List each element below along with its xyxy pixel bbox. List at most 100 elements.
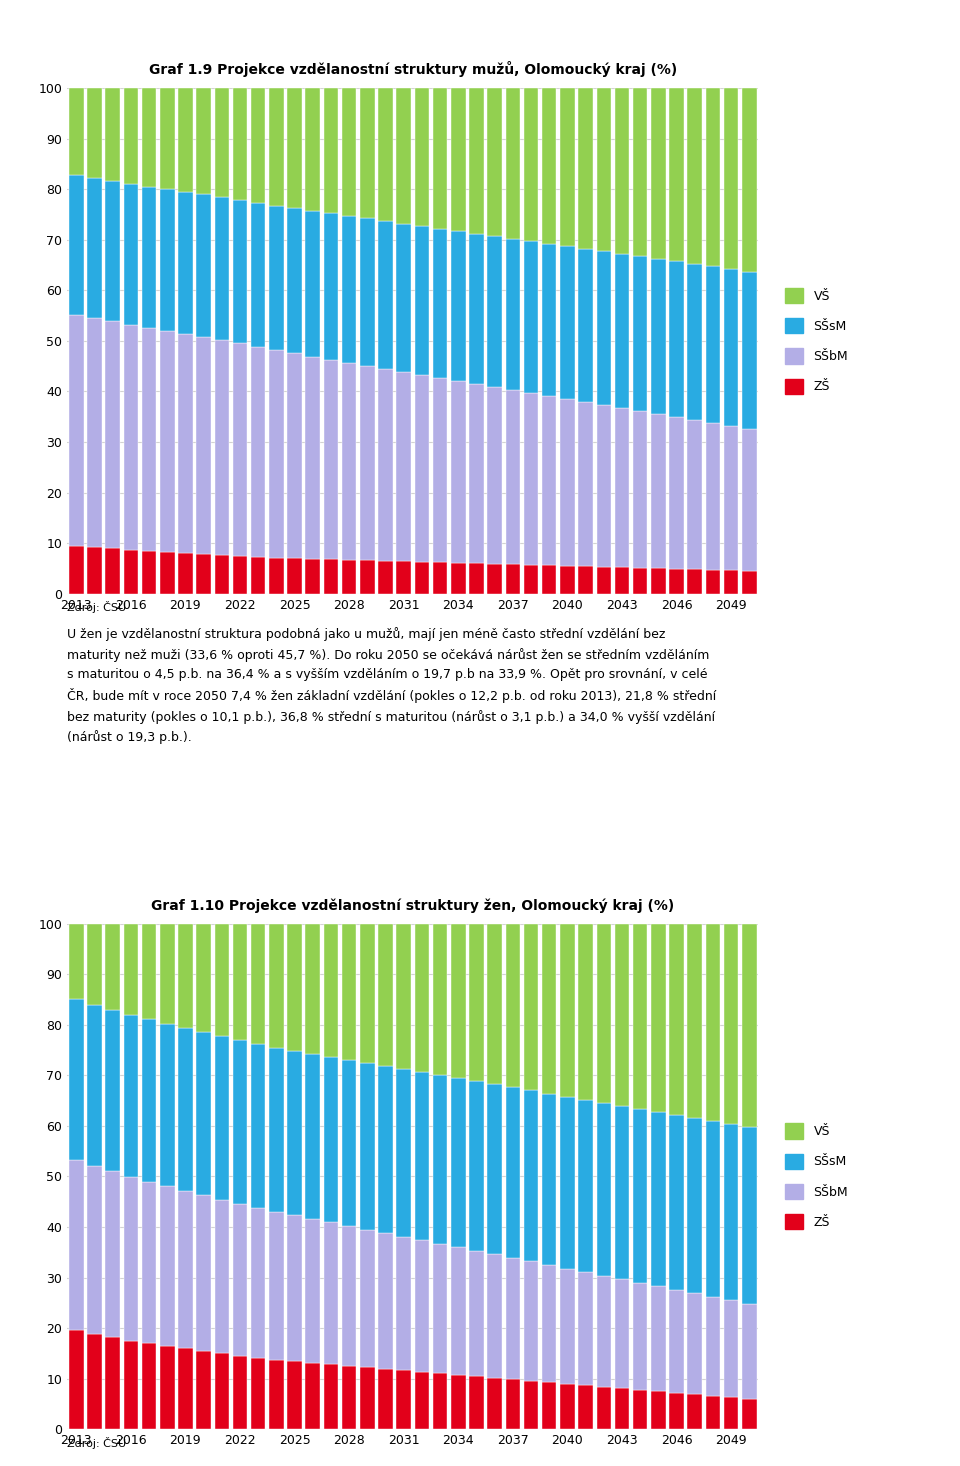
- Bar: [124, 1341, 138, 1429]
- Bar: [378, 1066, 393, 1233]
- Bar: [524, 242, 539, 393]
- Title: Graf 1.9 Projekce vzdělanostní struktury mužů, Olomoucký kraj (%): Graf 1.9 Projekce vzdělanostní struktury…: [149, 62, 677, 78]
- Bar: [287, 1051, 301, 1215]
- Bar: [287, 208, 301, 353]
- Text: Zdroj: ČSÚ: Zdroj: ČSÚ: [67, 1437, 127, 1448]
- Bar: [197, 88, 211, 194]
- Bar: [433, 1243, 447, 1374]
- Bar: [560, 924, 575, 1097]
- Bar: [342, 924, 356, 1060]
- Bar: [269, 1359, 283, 1429]
- Bar: [360, 365, 374, 560]
- Bar: [433, 88, 447, 229]
- Bar: [124, 924, 138, 1014]
- Bar: [69, 1160, 84, 1330]
- Bar: [287, 924, 301, 1051]
- Bar: [451, 1375, 466, 1429]
- Bar: [197, 924, 211, 1032]
- Bar: [197, 1195, 211, 1352]
- Bar: [87, 1004, 102, 1165]
- Bar: [305, 924, 320, 1054]
- Bar: [251, 924, 266, 1044]
- Bar: [124, 88, 138, 185]
- Bar: [287, 559, 301, 594]
- Bar: [560, 1097, 575, 1268]
- Bar: [506, 239, 520, 390]
- Bar: [69, 998, 84, 1160]
- Bar: [596, 567, 612, 594]
- Bar: [596, 251, 612, 405]
- Bar: [124, 550, 138, 594]
- Bar: [742, 924, 756, 1127]
- Bar: [360, 1368, 374, 1429]
- Bar: [742, 271, 756, 430]
- Bar: [69, 1330, 84, 1429]
- Bar: [378, 1369, 393, 1429]
- Bar: [524, 1091, 539, 1261]
- Bar: [651, 88, 665, 259]
- Legend: VŠ, SŠsM, SŠbM, ZŠ: VŠ, SŠsM, SŠbM, ZŠ: [779, 281, 854, 400]
- Bar: [69, 315, 84, 545]
- Bar: [614, 1280, 629, 1388]
- Bar: [488, 1085, 502, 1255]
- Bar: [160, 1186, 175, 1346]
- Bar: [251, 202, 266, 347]
- Bar: [469, 88, 484, 233]
- Bar: [324, 88, 338, 214]
- Bar: [488, 1255, 502, 1378]
- Bar: [106, 180, 120, 321]
- Bar: [596, 1275, 612, 1387]
- Bar: [124, 1177, 138, 1341]
- Bar: [124, 324, 138, 550]
- Bar: [488, 1378, 502, 1429]
- Bar: [269, 1048, 283, 1212]
- Bar: [179, 1349, 193, 1429]
- Bar: [342, 88, 356, 216]
- Bar: [706, 1121, 720, 1297]
- Bar: [324, 359, 338, 560]
- Bar: [669, 418, 684, 569]
- Bar: [360, 1063, 374, 1230]
- Bar: [214, 1036, 229, 1199]
- Bar: [542, 924, 557, 1094]
- Bar: [560, 1384, 575, 1429]
- Bar: [142, 328, 156, 551]
- Bar: [706, 424, 720, 570]
- Bar: [614, 567, 629, 594]
- Bar: [324, 1363, 338, 1429]
- Bar: [687, 924, 702, 1117]
- Bar: [396, 1237, 411, 1371]
- Bar: [633, 257, 647, 410]
- Bar: [506, 1258, 520, 1380]
- Bar: [596, 1102, 612, 1275]
- Bar: [378, 368, 393, 561]
- Bar: [179, 553, 193, 594]
- Bar: [560, 246, 575, 399]
- Bar: [614, 1388, 629, 1429]
- Bar: [706, 267, 720, 424]
- Bar: [542, 1382, 557, 1429]
- Bar: [433, 1374, 447, 1429]
- Bar: [651, 259, 665, 415]
- Bar: [179, 88, 193, 192]
- Bar: [269, 205, 283, 350]
- Bar: [651, 924, 665, 1111]
- Bar: [142, 924, 156, 1019]
- Bar: [506, 1380, 520, 1429]
- Bar: [451, 381, 466, 563]
- Bar: [179, 1028, 193, 1190]
- Bar: [360, 1230, 374, 1368]
- Bar: [251, 88, 266, 202]
- Bar: [214, 88, 229, 196]
- Bar: [415, 924, 429, 1072]
- Bar: [469, 1082, 484, 1250]
- Bar: [269, 924, 283, 1048]
- Bar: [542, 1094, 557, 1265]
- Bar: [415, 1240, 429, 1372]
- Bar: [614, 88, 629, 254]
- Bar: [106, 1171, 120, 1337]
- Bar: [142, 551, 156, 594]
- Bar: [524, 1381, 539, 1429]
- Bar: [596, 924, 612, 1102]
- Bar: [614, 254, 629, 408]
